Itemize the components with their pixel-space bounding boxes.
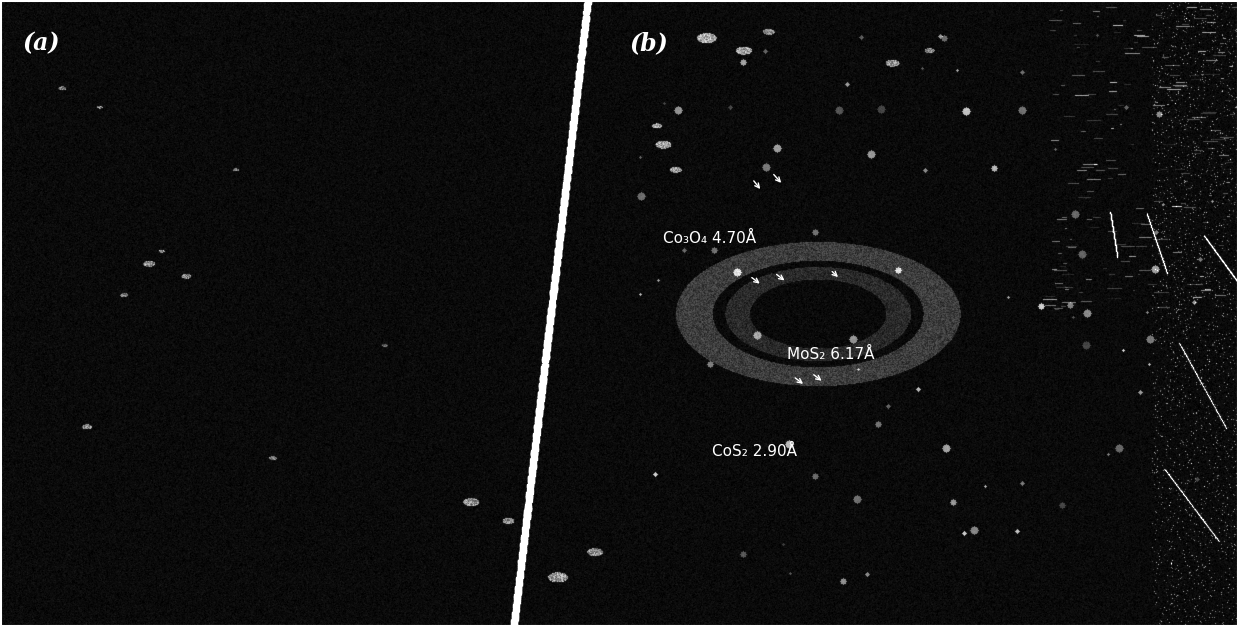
Text: CoS₂ 2.90Å: CoS₂ 2.90Å xyxy=(712,444,798,459)
Text: (a): (a) xyxy=(22,31,59,55)
Text: (b): (b) xyxy=(629,31,668,55)
Text: MoS₂ 6.17Å: MoS₂ 6.17Å xyxy=(787,347,875,362)
Text: Co₃O₄ 4.70Å: Co₃O₄ 4.70Å xyxy=(663,231,756,246)
